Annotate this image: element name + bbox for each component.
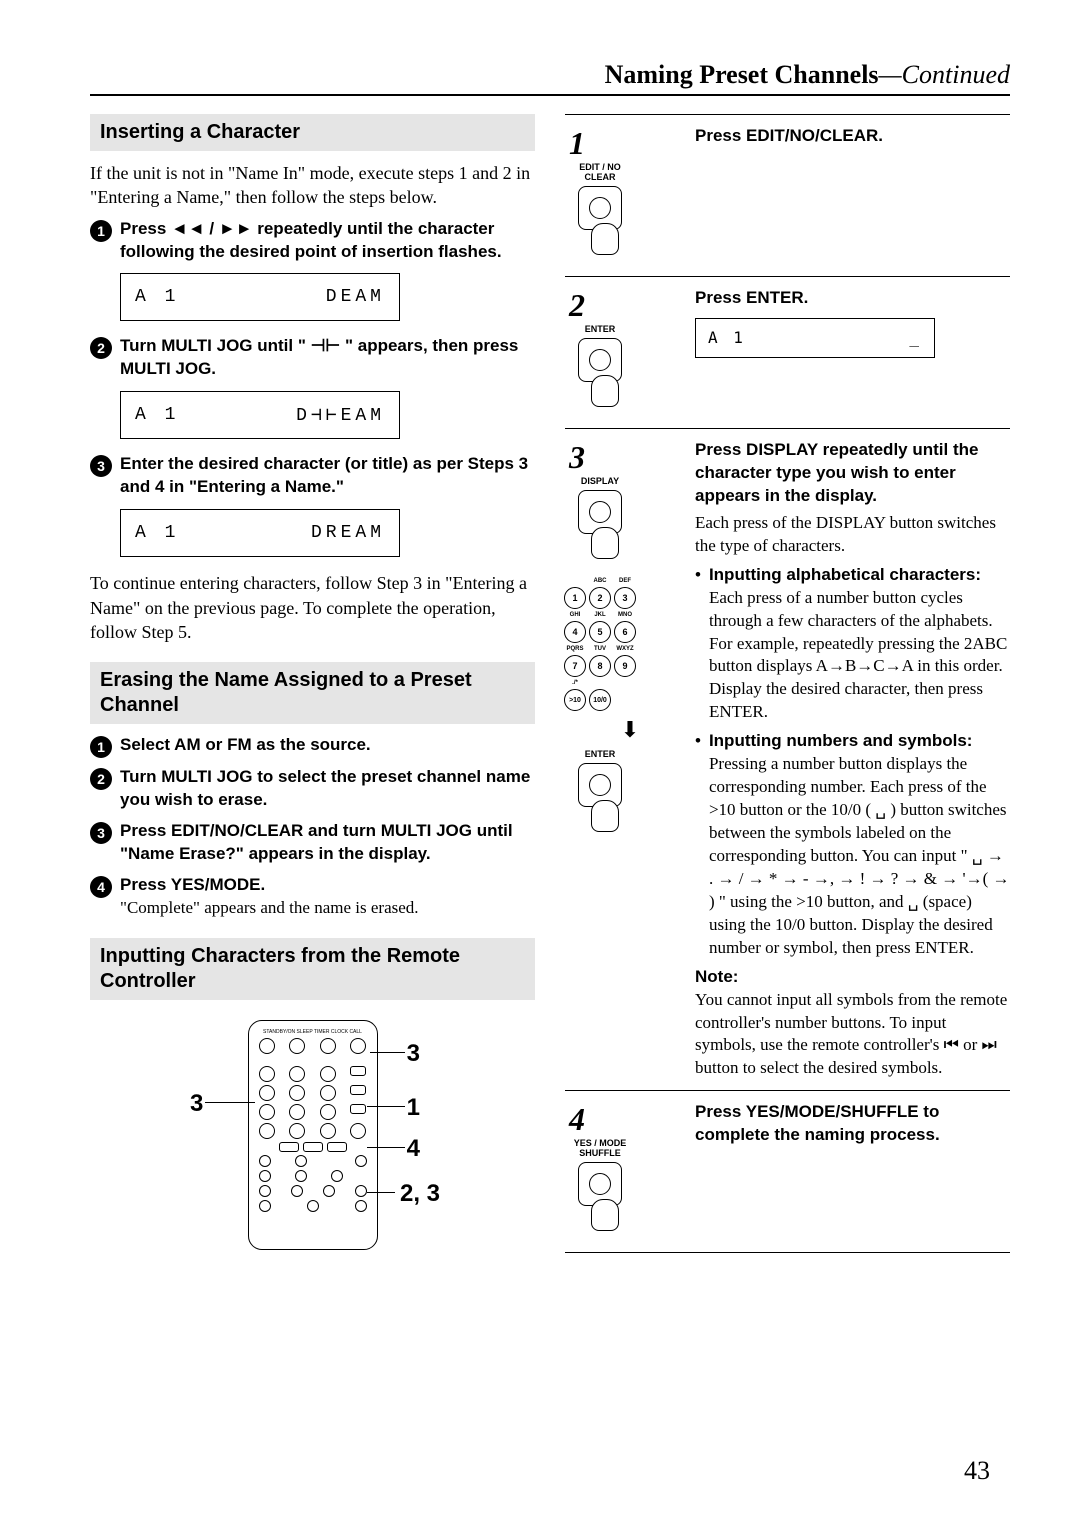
step3-line: Each press of the DISPLAY button switche… — [695, 512, 1010, 558]
erase-step-4-text: "Complete" appears and the name is erase… — [120, 898, 419, 917]
step3-bullet1-bold: Inputting alphabetical characters: — [709, 565, 981, 584]
remote-top-labels: STANDBY/ON SLEEP TIMER CLOCK CALL — [259, 1029, 367, 1035]
edit-no-clear-button-icon: EDIT / NO CLEAR — [565, 162, 635, 266]
erase-step-1: 1 Select AM or FM as the source. — [90, 734, 535, 758]
step3-note-label: Note: — [695, 967, 738, 986]
circled-1b: 1 — [90, 736, 112, 758]
circled-3: 3 — [90, 455, 112, 477]
circled-3b: 3 — [90, 822, 112, 844]
step2-disp-left: A 1 — [708, 327, 746, 349]
disp3-left: A 1 — [135, 523, 179, 543]
display-button-icon: DISPLAY — [565, 476, 635, 570]
erase-step-3: 3 Press EDIT/NO/CLEAR and turn MULTI JOG… — [90, 820, 535, 866]
enter-button-icon-2: ENTER — [565, 749, 635, 843]
step3-bullet2-text: Pressing a number button displays the co… — [709, 754, 1010, 957]
disp3-right: DREAM — [311, 523, 385, 543]
circled-4b: 4 — [90, 876, 112, 898]
callout-3-left: 3 — [190, 1090, 203, 1118]
step1-text: Press EDIT/NO/CLEAR. — [695, 126, 883, 145]
step3-bullet2-bold: Inputting numbers and symbols: — [709, 731, 973, 750]
erase-step-4: 4 Press YES/MODE. "Complete" appears and… — [90, 874, 535, 920]
step4-num: 4 — [565, 1101, 625, 1138]
step3-icon-label2: ENTER — [565, 749, 635, 759]
disp2-left: A 1 — [135, 405, 179, 425]
step4-text: Press YES/MODE/SHUFFLE to complete the n… — [695, 1102, 940, 1144]
remote-controller-icon: STANDBY/ON SLEEP TIMER CLOCK CALL — [248, 1020, 378, 1250]
circled-2: 2 — [90, 337, 112, 359]
erase-step-2-text: Turn MULTI JOG to select the preset chan… — [120, 767, 530, 809]
intro-text: If the unit is not in "Name In" mode, ex… — [90, 161, 535, 210]
disp2-right: D⊣⊢EAM — [296, 404, 385, 426]
insert-step-1-text: Press ◄◄ / ►► repeatedly until the chara… — [120, 219, 502, 261]
down-arrow-icon: ⬇ — [565, 717, 695, 743]
number-keypad-icon: ABCDEF 123 GHIJKLMNO 456 PQRSTUVWXYZ 789… — [565, 574, 635, 711]
right-step-2: 2 ENTER Press ENTER. A 1 _ — [565, 276, 1010, 418]
erase-step-2: 2 Turn MULTI JOG to select the preset ch… — [90, 766, 535, 812]
enter-button-icon: ENTER — [565, 324, 635, 418]
disp1-right: DEAM — [326, 287, 385, 307]
callout-4: 4 — [407, 1135, 420, 1163]
insert-outro: To continue entering characters, follow … — [90, 571, 535, 644]
page-title: Naming Preset Channels—Continued — [90, 60, 1010, 96]
step3-num: 3 — [565, 439, 625, 476]
left-column: Inserting a Character If the unit is not… — [90, 114, 535, 1280]
step1-num: 1 — [565, 125, 625, 162]
right-step-3: 3 DISPLAY ABCDEF 123 GHIJKLMNO 456 PQRST… — [565, 428, 1010, 1080]
right-step-1: 1 EDIT / NO CLEAR Press EDIT/NO/CLEAR. — [565, 114, 1010, 266]
callout-1: 1 — [407, 1094, 420, 1122]
right-column: 1 EDIT / NO CLEAR Press EDIT/NO/CLEAR. 2… — [565, 114, 1010, 1280]
step4-icon-label: YES / MODE SHUFFLE — [565, 1138, 635, 1158]
insert-step-3: 3 Enter the desired character (or title)… — [90, 453, 535, 499]
insert-step-2-text: Turn MULTI JOG until " ⊣⊢ " appears, the… — [120, 336, 518, 378]
remote-diagram: STANDBY/ON SLEEP TIMER CLOCK CALL 3 3 1 … — [90, 1020, 535, 1280]
right-step-4: 4 YES / MODE SHUFFLE Press YES/MODE/SHUF… — [565, 1090, 1010, 1253]
step2-num: 2 — [565, 287, 625, 324]
callout-3-top: 3 — [407, 1040, 420, 1068]
insert-step-2: 2 Turn MULTI JOG until " ⊣⊢ " appears, t… — [90, 335, 535, 381]
insert-step-1: 1 Press ◄◄ / ►► repeatedly until the cha… — [90, 218, 535, 264]
page-number: 43 — [964, 1456, 990, 1486]
display-box-3: A 1 DREAM — [120, 509, 400, 557]
section-inserting-heading: Inserting a Character — [90, 114, 535, 151]
step2-icon-label: ENTER — [565, 324, 635, 334]
circled-2b: 2 — [90, 768, 112, 790]
step3-bold: Press DISPLAY repeatedly until the chara… — [695, 440, 978, 505]
insert-step-3-text: Enter the desired character (or title) a… — [120, 454, 528, 496]
step3-icon-label1: DISPLAY — [565, 476, 635, 486]
erase-step-4-bold: Press YES/MODE. — [120, 875, 265, 894]
display-box-1: A 1 DEAM — [120, 273, 400, 321]
title-italic: —Continued — [879, 60, 1010, 89]
disp1-left: A 1 — [135, 287, 179, 307]
step2-text: Press ENTER. — [695, 288, 808, 307]
display-box-2: A 1 D⊣⊢EAM — [120, 391, 400, 439]
step1-icon-label: EDIT / NO CLEAR — [565, 162, 635, 182]
step3-note-text: You cannot input all symbols from the re… — [695, 990, 1007, 1078]
section-remote-heading: Inputting Characters from the Remote Con… — [90, 938, 535, 1000]
title-bold: Naming Preset Channels — [605, 60, 879, 89]
step2-disp-right: _ — [909, 327, 922, 349]
callout-23: 2, 3 — [400, 1180, 440, 1208]
section-erasing-heading: Erasing the Name Assigned to a Preset Ch… — [90, 662, 535, 724]
erase-step-1-text: Select AM or FM as the source. — [120, 735, 371, 754]
step2-display: A 1 _ — [695, 318, 935, 358]
step3-bullet1-text: Each press of a number button cycles thr… — [709, 588, 1007, 722]
erase-step-3-text: Press EDIT/NO/CLEAR and turn MULTI JOG u… — [120, 821, 513, 863]
circled-1: 1 — [90, 220, 112, 242]
yes-mode-shuffle-button-icon: YES / MODE SHUFFLE — [565, 1138, 635, 1242]
